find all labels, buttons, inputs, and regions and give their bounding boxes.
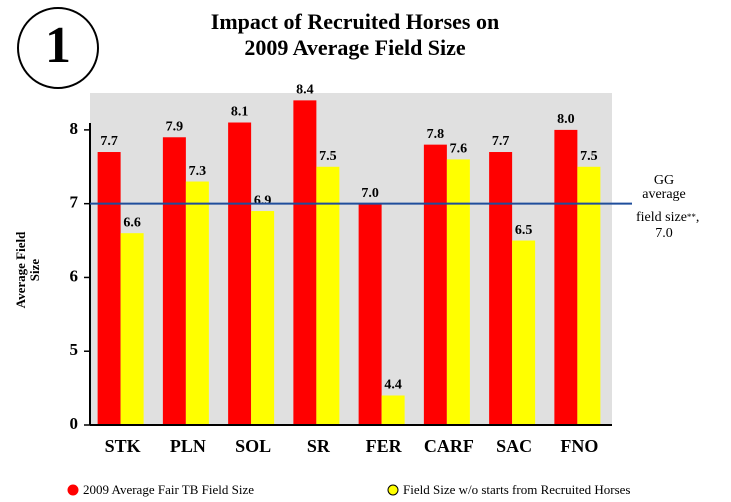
legend-label: Field Size w/o starts from Recruited Hor… xyxy=(403,482,630,497)
bar xyxy=(446,159,470,425)
bar xyxy=(185,181,209,425)
y-axis-label-line: Average Field xyxy=(13,231,28,308)
value-label: 7.5 xyxy=(319,149,337,164)
legend-marker xyxy=(387,484,399,496)
value-label: 7.9 xyxy=(166,119,184,134)
badge: 1 xyxy=(45,17,71,74)
x-tick-label: SOL xyxy=(235,436,271,456)
value-label: 6.5 xyxy=(515,223,533,238)
bar xyxy=(423,144,447,425)
bar xyxy=(228,122,252,425)
reference-label: field size**, xyxy=(636,210,699,225)
x-tick-label: FER xyxy=(366,436,403,456)
y-tick-label: 7 xyxy=(70,193,79,212)
y-tick-label: 5 xyxy=(70,340,79,359)
bar xyxy=(97,152,121,425)
bar xyxy=(293,100,317,425)
y-tick-label: 6 xyxy=(70,266,79,285)
y-tick-label: 8 xyxy=(70,119,79,138)
x-tick-label: FNO xyxy=(560,436,598,456)
x-tick-label: PLN xyxy=(170,436,206,456)
reference-label-part: , xyxy=(696,210,700,225)
bar xyxy=(554,129,578,425)
x-tick-label: CARF xyxy=(424,436,474,456)
reference-label-part: ** xyxy=(687,212,697,222)
value-label: 7.5 xyxy=(580,149,598,164)
value-label: 7.0 xyxy=(361,186,379,201)
value-label: 7.7 xyxy=(492,134,510,149)
bar xyxy=(251,211,275,425)
reference-label: average xyxy=(642,187,686,202)
bar xyxy=(358,203,382,425)
reference-label: GG xyxy=(654,173,674,188)
value-label: 8.1 xyxy=(231,105,249,120)
chart-title: Impact of Recruited Horses on xyxy=(211,9,499,34)
legend-label: 2009 Average Fair TB Field Size xyxy=(83,482,254,497)
chart-title: 2009 Average Field Size xyxy=(244,35,466,60)
value-label: 7.3 xyxy=(189,164,207,179)
x-tick-label: SR xyxy=(307,436,331,456)
bar xyxy=(512,240,536,425)
value-label: 8.4 xyxy=(296,83,314,98)
reference-label: 7.0 xyxy=(655,226,673,241)
value-label: 4.4 xyxy=(384,378,402,393)
x-tick-label: STK xyxy=(105,436,141,456)
badge-circle xyxy=(17,7,99,89)
reference-label-part: field size xyxy=(636,210,687,225)
bar xyxy=(316,166,340,425)
bar xyxy=(489,152,513,425)
y-tick-label: 0 xyxy=(70,414,79,433)
y-axis-label: Average Field Size xyxy=(13,231,42,308)
value-label: 7.6 xyxy=(450,142,468,157)
bar xyxy=(381,395,405,425)
value-label: 7.8 xyxy=(427,127,445,142)
value-label: 8.0 xyxy=(557,112,575,127)
bar xyxy=(577,166,601,425)
value-label: 7.7 xyxy=(100,134,118,149)
y-axis-label-line: Size xyxy=(27,259,42,282)
value-label: 6.9 xyxy=(254,193,272,208)
bar xyxy=(120,233,144,425)
legend-marker xyxy=(67,484,79,496)
value-label: 6.6 xyxy=(123,215,141,230)
x-tick-label: SAC xyxy=(496,436,532,456)
bar xyxy=(162,137,186,425)
